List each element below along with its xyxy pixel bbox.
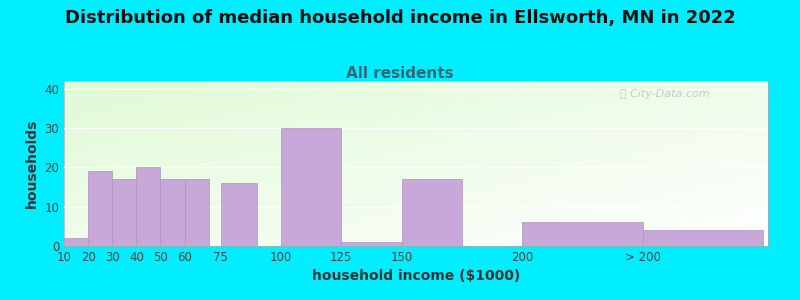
Bar (221, 183, 257, 246)
Bar (402, 179, 462, 246)
Bar (522, 222, 642, 246)
Bar (185, 179, 209, 246)
Bar (112, 179, 136, 246)
Y-axis label: households: households (25, 119, 38, 208)
Bar (88, 171, 112, 246)
Bar (161, 179, 185, 246)
Bar (281, 128, 342, 246)
Bar (342, 242, 402, 246)
Bar (64, 238, 88, 246)
Bar (642, 230, 763, 246)
X-axis label: household income ($1000): household income ($1000) (312, 269, 520, 284)
Text: All residents: All residents (346, 66, 454, 81)
Text: ⓘ City-Data.com: ⓘ City-Data.com (620, 89, 710, 99)
Text: Distribution of median household income in Ellsworth, MN in 2022: Distribution of median household income … (65, 9, 735, 27)
Bar (136, 167, 161, 246)
